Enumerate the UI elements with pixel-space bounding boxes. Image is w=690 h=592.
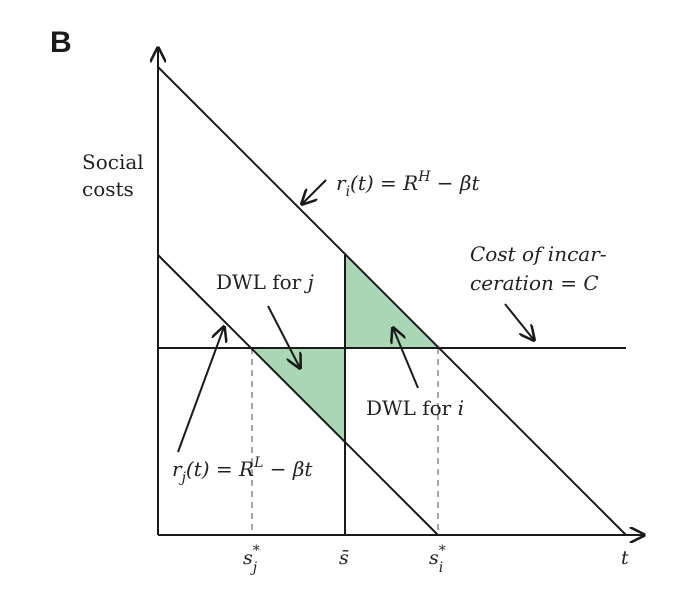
rj-label-arrow	[177, 327, 224, 453]
dwl-j-label: DWL for j	[216, 270, 314, 294]
y-axis-label-line1: Social	[82, 150, 144, 174]
rj-line	[157, 254, 439, 536]
tick-sbar: s̄	[339, 547, 349, 569]
ri-line	[157, 66, 627, 536]
cost-label-line2: ceration = C	[470, 271, 599, 295]
cost-label-arrow	[504, 303, 534, 340]
x-axis-label: t	[621, 547, 629, 569]
rj-curve-label: rj(t) = RL − βt	[172, 455, 313, 486]
panel-label: B	[50, 26, 72, 59]
dwl-i-arrow	[393, 328, 419, 389]
ri-curve-label: ri(t) = RH − βt	[336, 169, 480, 200]
cost-label-line1: Cost of incar-	[470, 242, 607, 266]
tick-sj: s* j	[243, 543, 260, 576]
y-axis-label-line2: costs	[82, 177, 134, 201]
dwl-j-arrow	[267, 305, 300, 368]
ri-label-arrow	[302, 179, 327, 204]
dwl-i-label: DWL for i	[366, 396, 464, 420]
tick-si: s* i	[429, 543, 446, 576]
